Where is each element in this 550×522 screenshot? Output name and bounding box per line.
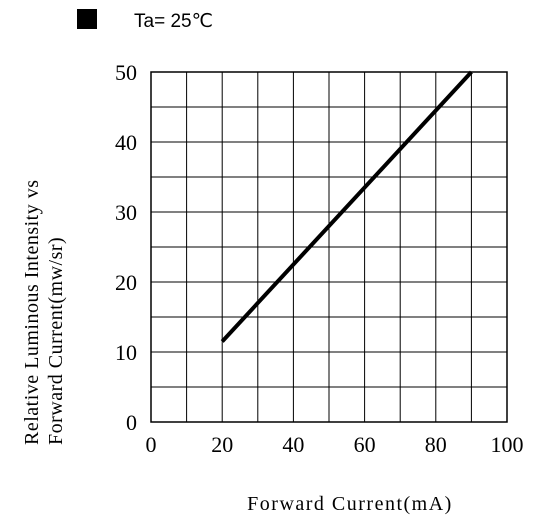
x-tick-label: 80 xyxy=(425,432,447,457)
y-tick-label: 20 xyxy=(115,270,137,295)
y-tick-label: 50 xyxy=(115,60,137,85)
y-axis-title-line-1: Relative Luminous Intensity vs xyxy=(21,179,43,445)
x-tick-label: 20 xyxy=(211,432,233,457)
x-tick-label: 100 xyxy=(491,432,524,457)
x-tick-label: 60 xyxy=(354,432,376,457)
y-axis-title-line-2: Forward Current(mw/sr) xyxy=(45,237,67,445)
y-tick-label: 0 xyxy=(126,410,137,435)
series xyxy=(220,70,473,343)
legend-label: Ta= 25℃ xyxy=(134,11,213,32)
y-tick-label: 30 xyxy=(115,200,137,225)
tick-labels: 0 20 40 60 80 100 0 10 20 30 40 50 xyxy=(115,60,524,457)
x-tick-label: 0 xyxy=(146,432,157,457)
plot-frame xyxy=(150,71,508,423)
y-tick-label: 10 xyxy=(115,340,137,365)
y-tick-label: 40 xyxy=(115,130,137,155)
legend-marker xyxy=(77,9,97,29)
series-line xyxy=(220,70,473,343)
grid xyxy=(151,72,507,422)
x-tick-label: 40 xyxy=(282,432,304,457)
x-axis-title: Forward Current(mA) xyxy=(247,493,453,515)
